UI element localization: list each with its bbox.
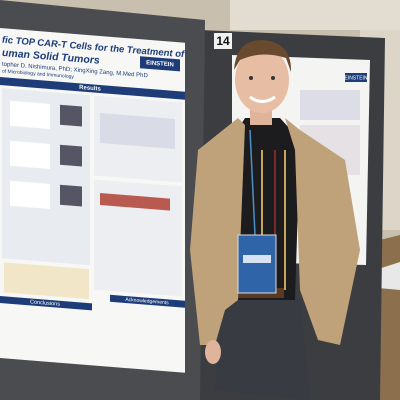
section-bar <box>0 77 185 100</box>
cardigan-left <box>190 118 245 345</box>
hair <box>234 40 292 72</box>
name-badge <box>237 234 277 294</box>
poster-right-figure <box>300 90 360 120</box>
hand <box>205 340 221 364</box>
cardigan-right <box>285 118 360 345</box>
face <box>235 47 289 113</box>
section-bar <box>110 294 185 308</box>
board-number: 14 <box>216 34 230 48</box>
poster-left: fic TOP CAR-T Cells for the Treatment of… <box>0 28 185 373</box>
image-grid <box>60 184 82 207</box>
section-bar <box>0 296 92 311</box>
image-grid <box>60 144 82 167</box>
eye <box>271 76 275 80</box>
section-title: Conclusions <box>30 299 60 307</box>
poster-logo-box <box>140 56 180 72</box>
board-number-tag <box>214 33 232 49</box>
poster-logo: EINSTEIN <box>146 60 174 68</box>
heatmap-figure <box>100 193 170 211</box>
chart-figure <box>10 100 50 130</box>
eye <box>249 76 253 80</box>
pants <box>215 300 310 400</box>
image-grid <box>60 104 82 127</box>
badge-label <box>243 255 271 263</box>
poster-right-logo-box <box>345 73 367 82</box>
bar-chart-figure <box>4 262 89 300</box>
chart-figure <box>100 113 175 150</box>
chart-figure <box>10 180 50 210</box>
smile <box>249 95 276 103</box>
chart-figure <box>10 140 50 170</box>
section-title: Results <box>79 85 101 93</box>
poster-right-logo: EINSTEIN <box>344 75 367 81</box>
section-title: Acknowledgements <box>125 297 169 306</box>
results-panel <box>2 88 90 266</box>
ceiling-light-area <box>230 0 400 30</box>
poster-department: of Microbiology and Immunology <box>2 68 74 80</box>
lanyard <box>249 129 256 236</box>
